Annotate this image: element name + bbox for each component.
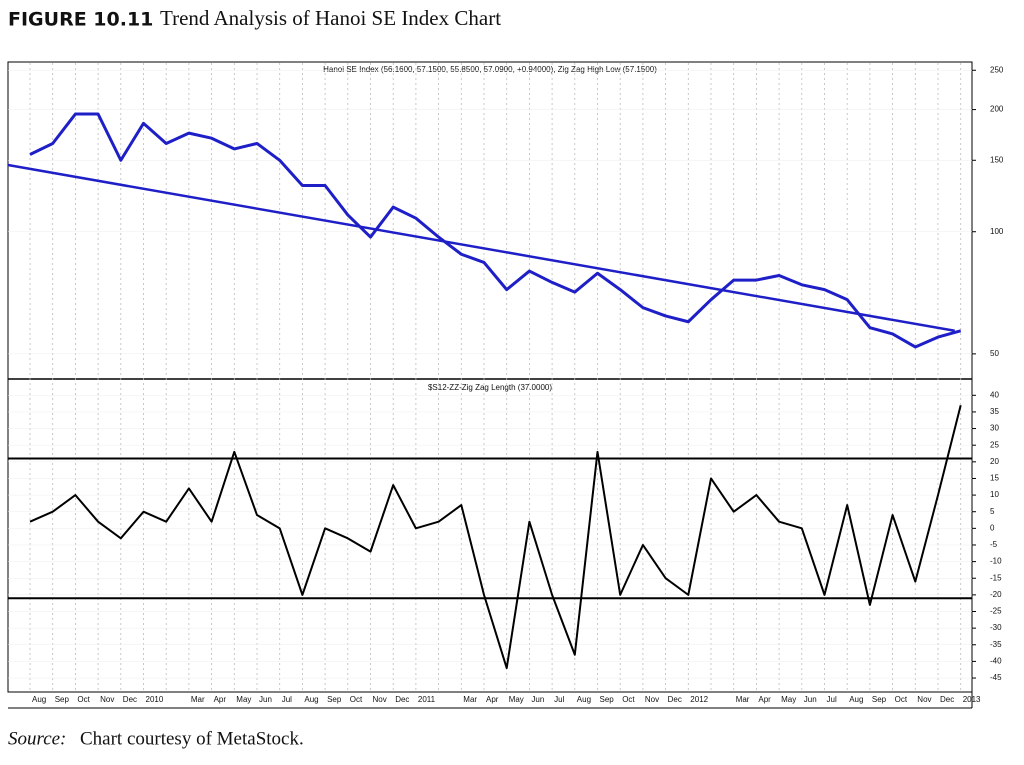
x-tick-label: Jun: [531, 695, 544, 704]
y-tick-label: 40: [990, 390, 999, 399]
y-tick-label: 150: [990, 155, 1004, 164]
source-label: Source:: [8, 728, 66, 749]
y-tick-label: 5: [990, 507, 995, 516]
x-tick-label: Apr: [214, 695, 227, 704]
data-line: [29, 405, 962, 670]
x-tick-label: May: [781, 695, 796, 704]
y-tick-label: 10: [990, 490, 999, 499]
x-tick-label: Aug: [304, 695, 318, 704]
x-tick-label: Aug: [849, 695, 863, 704]
x-tick-label: Dec: [668, 695, 682, 704]
x-tick-label: Apr: [758, 695, 771, 704]
x-tick-label: Jul: [827, 695, 837, 704]
x-tick-label: Mar: [736, 695, 750, 704]
x-tick-label: Sep: [600, 695, 615, 704]
y-tick-label: -30: [990, 623, 1002, 632]
x-tick-label: May: [509, 695, 524, 704]
y-tick-label: 0: [990, 523, 995, 532]
x-tick-label: Sep: [327, 695, 342, 704]
y-tick-label: 20: [990, 457, 999, 466]
x-tick-label: Nov: [373, 695, 387, 704]
figure-title: Trend Analysis of Hanoi SE Index Chart: [160, 6, 501, 30]
x-tick-label: Dec: [123, 695, 137, 704]
x-tick-label: Aug: [32, 695, 46, 704]
x-tick-label: Oct: [622, 695, 635, 704]
x-tick-label: Apr: [486, 695, 499, 704]
y-tick-label: 250: [990, 65, 1004, 74]
y-tick-label: -15: [990, 573, 1002, 582]
x-tick-label: Nov: [100, 695, 114, 704]
y-tick-label: 200: [990, 105, 1004, 114]
x-tick-label: 2012: [690, 695, 708, 704]
x-tick-label: Jul: [282, 695, 292, 704]
x-tick-label: Aug: [577, 695, 591, 704]
source-text: Chart courtesy of MetaStock.: [80, 728, 304, 749]
figure-label: FIGURE 10.11: [8, 9, 153, 31]
x-tick-label: Sep: [55, 695, 70, 704]
x-tick-label: Oct: [350, 695, 363, 704]
x-tick-label: 2010: [146, 695, 164, 704]
x-tick-label: Jun: [259, 695, 272, 704]
y-tick-label: -20: [990, 590, 1002, 599]
y-tick-label: 50: [990, 349, 999, 358]
x-tick-label: Jun: [804, 695, 817, 704]
panel-title: $S12-ZZ-Zig Zag Length (37.0000): [428, 383, 552, 392]
y-tick-label: -5: [990, 540, 998, 549]
x-tick-label: Mar: [191, 695, 205, 704]
y-tick-label: 15: [990, 474, 999, 483]
x-tick-label: 2013: [963, 695, 981, 704]
x-tick-label: Mar: [463, 695, 477, 704]
y-tick-label: -45: [990, 673, 1002, 682]
x-tick-label: May: [236, 695, 251, 704]
y-tick-label: 100: [990, 227, 1004, 236]
x-tick-label: Oct: [77, 695, 90, 704]
x-tick-label: Jul: [554, 695, 564, 704]
x-tick-label: Sep: [872, 695, 887, 704]
y-tick-label: -25: [990, 607, 1002, 616]
x-tick-label: Dec: [395, 695, 409, 704]
y-tick-label: 35: [990, 407, 999, 416]
panel-title: Hanoi SE Index (56.1600, 57.1500, 55.850…: [323, 65, 657, 74]
trend-line: [7, 163, 955, 333]
x-tick-label: Nov: [917, 695, 931, 704]
y-tick-label: 25: [990, 440, 999, 449]
data-line: [29, 112, 962, 349]
y-tick-label: -40: [990, 657, 1002, 666]
x-tick-label: Oct: [895, 695, 908, 704]
x-tick-label: 2011: [418, 695, 436, 704]
y-tick-label: -35: [990, 640, 1002, 649]
y-tick-label: -10: [990, 557, 1002, 566]
y-tick-label: 30: [990, 424, 999, 433]
x-tick-label: Dec: [940, 695, 954, 704]
x-tick-label: Nov: [645, 695, 659, 704]
